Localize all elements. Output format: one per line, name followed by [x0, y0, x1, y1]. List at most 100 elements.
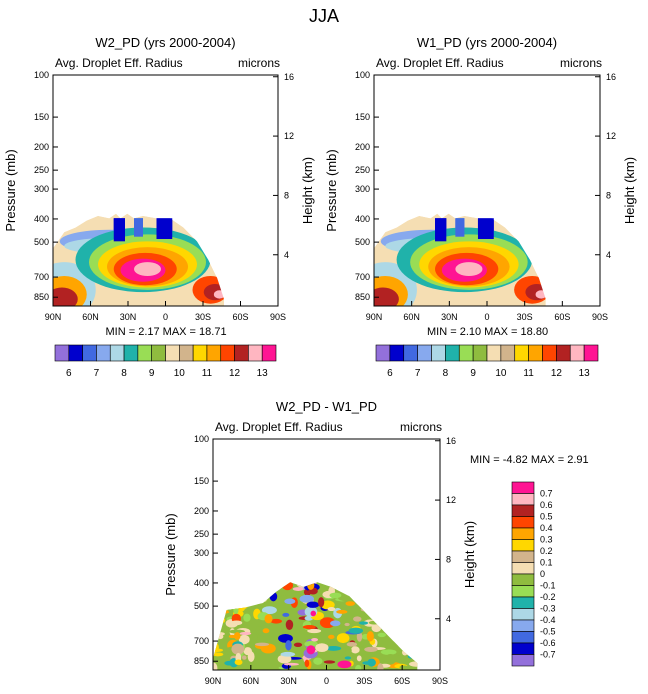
y-tick-label: 200: [194, 506, 209, 516]
contour-band: [315, 643, 329, 653]
y-tick-label: 200: [34, 142, 49, 152]
x-tick-label: 60S: [394, 676, 410, 686]
y2-tick-label: 16: [606, 72, 616, 82]
chart-title: W1_PD (yrs 2000-2004): [417, 35, 557, 50]
contour-band: [305, 582, 318, 583]
contour-band: [337, 583, 352, 592]
colorbar-label: 6: [387, 368, 393, 379]
colorbar-swatch: [511, 516, 535, 529]
contour-field: [53, 75, 278, 306]
colorbar-swatch: [511, 585, 535, 598]
colorbar-swatch: [109, 344, 125, 362]
chart-title: W2_PD (yrs 2000-2004): [95, 35, 235, 50]
contour-band: [213, 606, 225, 612]
contour-band: [230, 593, 241, 601]
x-tick-label: 60N: [403, 312, 420, 322]
colorbar-label: 9: [149, 368, 155, 379]
colorbar-swatch: [137, 344, 152, 362]
contour-band: [213, 595, 224, 600]
colorbar-swatch: [375, 344, 391, 362]
contour-band: [365, 582, 370, 588]
colorbar-swatch: [500, 344, 516, 362]
contour-band: [258, 589, 267, 597]
contour-band: [402, 649, 408, 656]
empty-region: [545, 75, 600, 306]
contour-band: [231, 643, 245, 655]
contour-band: [344, 656, 352, 660]
contour-band: [281, 582, 294, 591]
contour-band: [302, 625, 316, 630]
colorbar-label: 10: [495, 368, 507, 379]
contour-band: [336, 633, 350, 644]
contour-band: [377, 632, 386, 638]
colorbar-swatch: [431, 344, 446, 362]
y-tick-label: 100: [355, 70, 370, 80]
y-axis-label: Pressure (mb): [3, 149, 18, 231]
contour-band: [293, 642, 303, 647]
colorbar-swatch: [417, 344, 432, 362]
colorbar-swatch: [403, 344, 418, 362]
chart-subtitle: Avg. Droplet Eff. Radius: [215, 420, 343, 434]
colorbar-label: 0.2: [540, 546, 553, 556]
contour-band: [225, 595, 230, 601]
colorbar-swatch: [583, 344, 599, 362]
contour-band: [258, 589, 270, 594]
colorbar-swatch: [528, 344, 543, 362]
contour-band: [373, 593, 386, 598]
colorbar-swatch: [542, 344, 557, 362]
x-tick-label: 0: [484, 312, 489, 322]
contour-band: [240, 582, 255, 583]
y-tick-label: 150: [194, 476, 209, 486]
contour-band: [261, 575, 275, 581]
contour-band: [367, 658, 376, 667]
colorbar-swatch: [511, 631, 535, 644]
contour-band: [223, 578, 237, 582]
colorbar-label: 13: [579, 368, 591, 379]
chart-title: W2_PD - W1_PD: [276, 399, 377, 414]
y2-tick-label: 16: [446, 436, 456, 446]
chart-units: microns: [400, 420, 442, 434]
contour-band: [227, 582, 236, 589]
contour-band: [374, 287, 399, 306]
colorbar-swatch: [82, 344, 97, 362]
x-tick-label: 30N: [441, 312, 458, 322]
x-tick-label: 60S: [554, 312, 570, 322]
contour-band: [234, 588, 249, 598]
y2-tick-label: 8: [446, 554, 451, 564]
contour-band: [134, 262, 161, 276]
contour-band: [330, 582, 336, 586]
contour-band: [395, 622, 409, 634]
contour-band: [360, 607, 375, 612]
colorbar-swatch: [234, 344, 249, 362]
colorbar-swatch: [472, 344, 488, 362]
y-axis-label: Pressure (mb): [324, 149, 339, 231]
y-tick-label: 700: [355, 272, 370, 282]
colorbar-swatch: [96, 344, 111, 362]
y2-tick-label: 12: [284, 131, 294, 141]
x-tick-label: 60N: [243, 676, 260, 686]
y-tick-label: 700: [194, 636, 209, 646]
contour-band: [319, 617, 336, 629]
y-tick-label: 500: [355, 237, 370, 247]
contour-band: [282, 612, 290, 617]
contour-band: [399, 665, 409, 669]
min-max-stats: MIN = -4.82 MAX = 2.91: [470, 454, 589, 466]
chart-subtitle: Avg. Droplet Eff. Radius: [55, 56, 183, 70]
page-title: JJA: [309, 6, 339, 26]
contour-band: [278, 634, 293, 643]
contour-band: [256, 603, 264, 607]
colorbar-swatch: [569, 344, 585, 362]
y-tick-label: 850: [355, 292, 370, 302]
y2-tick-label: 8: [606, 190, 611, 200]
y2-tick-label: 4: [606, 250, 611, 260]
contour-band: [226, 582, 243, 586]
contour-band: [306, 645, 316, 655]
colorbar-swatch: [511, 504, 535, 517]
y-tick-label: 250: [194, 529, 209, 539]
contour-band: [346, 642, 358, 647]
colorbar-swatch: [511, 596, 535, 609]
contour-band: [307, 628, 322, 634]
colorbar-swatch: [511, 481, 535, 494]
contour-band: [313, 657, 323, 665]
contour-band: [306, 601, 320, 608]
